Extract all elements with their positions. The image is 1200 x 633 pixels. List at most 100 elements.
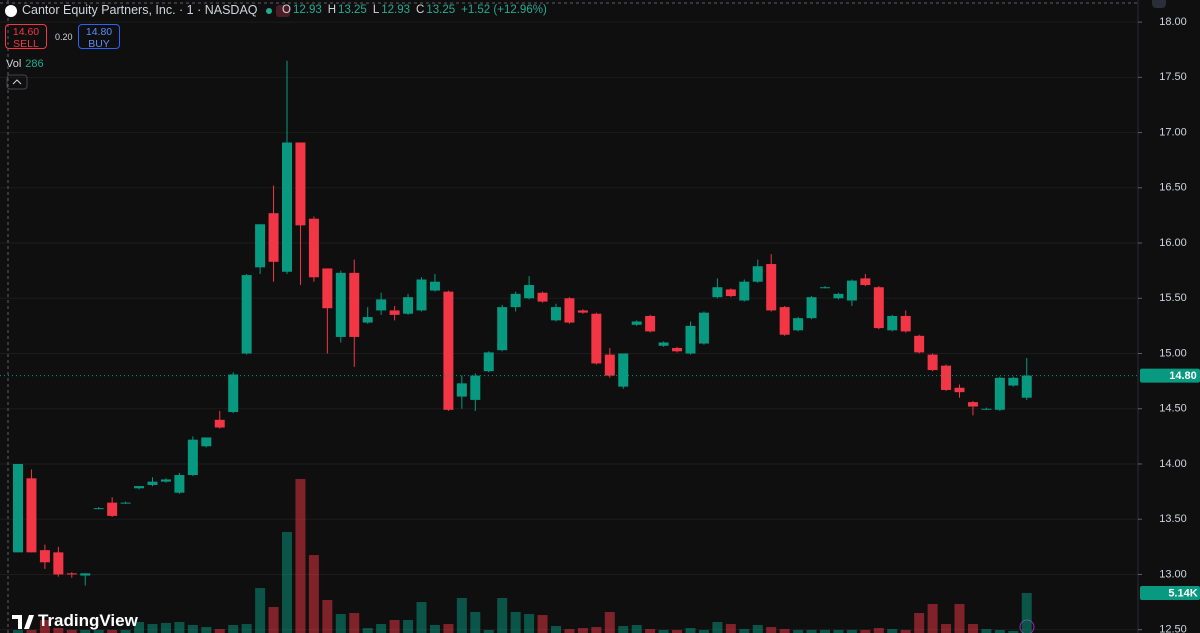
candle-body — [766, 264, 777, 311]
volume-bar — [672, 629, 683, 633]
volume-bar — [228, 624, 239, 633]
candle-body — [13, 463, 23, 553]
candle-body — [443, 291, 454, 410]
volume-bar — [954, 603, 965, 633]
collapse-button[interactable] — [6, 74, 28, 90]
ohlc-legend: O 12.93 H 13.25 L 12.93 C 13.25 +1.52 (+12.96%) — [282, 4, 551, 16]
ohlc-value: 13.25 — [426, 4, 456, 16]
volume-bar — [604, 611, 615, 633]
last-price-tag — [1140, 368, 1200, 383]
candle-body — [147, 481, 158, 485]
candle-body — [645, 315, 656, 332]
candle-body — [954, 387, 965, 393]
volume-bar — [833, 629, 844, 633]
volume-bar — [618, 625, 629, 633]
candle-body — [322, 268, 333, 309]
candle-body — [483, 352, 494, 372]
ohlc-key: C — [416, 4, 425, 16]
last-price-label: 14.80 — [1169, 370, 1197, 382]
candle-body — [941, 365, 952, 390]
y-tick-label: 17.50 — [1159, 71, 1187, 83]
ohlc-key: L — [372, 4, 380, 16]
last-volume-label: 5.14K — [1168, 587, 1197, 599]
volume-bar — [416, 602, 427, 633]
volume-bar — [631, 624, 642, 633]
volume-bar — [1021, 593, 1032, 633]
y-tick-label: 17.00 — [1159, 126, 1187, 138]
volume-bar — [752, 624, 763, 633]
candle-body — [631, 321, 642, 325]
settings-button[interactable] — [1152, 0, 1166, 8]
candle-body — [860, 278, 871, 286]
volume-bar — [456, 597, 467, 633]
candle-body — [739, 281, 750, 301]
ohlc-change: +1.52 (+12.96%) — [461, 4, 547, 16]
volume-bar — [1008, 630, 1019, 633]
volume-bar — [107, 629, 118, 633]
volume-bar — [403, 620, 414, 633]
grid-layer — [0, 21, 1138, 631]
candle-body — [93, 508, 104, 510]
sell-button[interactable]: 14.60 SELL — [5, 24, 47, 50]
candle-body — [416, 279, 427, 311]
candle-body — [120, 502, 131, 504]
volume-bar — [255, 588, 266, 633]
volume-bar — [322, 600, 333, 633]
volume-bar — [591, 627, 602, 633]
volume-bar — [941, 623, 952, 633]
volume-bar — [537, 615, 548, 633]
volume-bar — [967, 623, 978, 633]
volume-bar — [187, 624, 198, 633]
volume-bar — [120, 629, 131, 633]
volume-value: 286 — [25, 58, 44, 70]
volume-bar — [443, 623, 454, 633]
candle-body — [160, 479, 171, 482]
candle-body — [806, 297, 817, 319]
market-status — [266, 8, 272, 14]
ohlc-value: 12.93 — [292, 4, 322, 16]
volume-bar — [147, 623, 158, 633]
candle-body — [900, 315, 911, 332]
y-tick-label: 15.50 — [1159, 292, 1187, 304]
ohlc-key: O — [282, 4, 291, 16]
ohlc-value: 13.25 — [338, 4, 367, 16]
candle-body — [604, 354, 615, 376]
candle-body — [524, 285, 535, 299]
volume-bar — [846, 629, 857, 633]
volume-bar — [80, 629, 91, 633]
volume-bar — [349, 613, 360, 633]
volume-bar — [160, 622, 171, 633]
volume-legend: Vol 286 — [6, 58, 44, 70]
volume-bar — [282, 531, 292, 633]
buy-label: BUY — [88, 38, 110, 50]
candle-body — [510, 293, 521, 308]
candle-body — [282, 142, 292, 272]
candle-body — [174, 475, 185, 493]
volume-bar — [201, 627, 212, 633]
candle-body — [698, 312, 709, 344]
last-volume-tag — [1140, 586, 1200, 601]
candle-body — [537, 292, 548, 302]
candle-body — [66, 573, 77, 575]
volume-bar — [873, 628, 884, 633]
y-tick-label: 14.50 — [1159, 403, 1187, 415]
volume-bar — [551, 625, 561, 633]
volume-bar — [389, 620, 400, 633]
volume-bar — [134, 622, 145, 633]
volume-bar — [887, 629, 898, 633]
symbol-title: Cantor Equity Partners, Inc. · 1 · NASDA… — [22, 3, 258, 17]
candle-body — [725, 289, 736, 297]
volume-bar — [174, 622, 185, 633]
volume-bar — [927, 603, 938, 633]
buy-button[interactable]: 14.80 BUY — [78, 24, 120, 50]
candle-body — [994, 377, 1005, 410]
candle-body — [564, 298, 575, 323]
volume-bar — [483, 629, 494, 633]
volume-bar — [900, 629, 911, 633]
y-tick-label: 18.00 — [1159, 16, 1187, 28]
candle-body — [456, 383, 467, 397]
volume-bar — [295, 479, 306, 633]
candle-body — [833, 293, 844, 299]
candle-body — [362, 317, 373, 323]
